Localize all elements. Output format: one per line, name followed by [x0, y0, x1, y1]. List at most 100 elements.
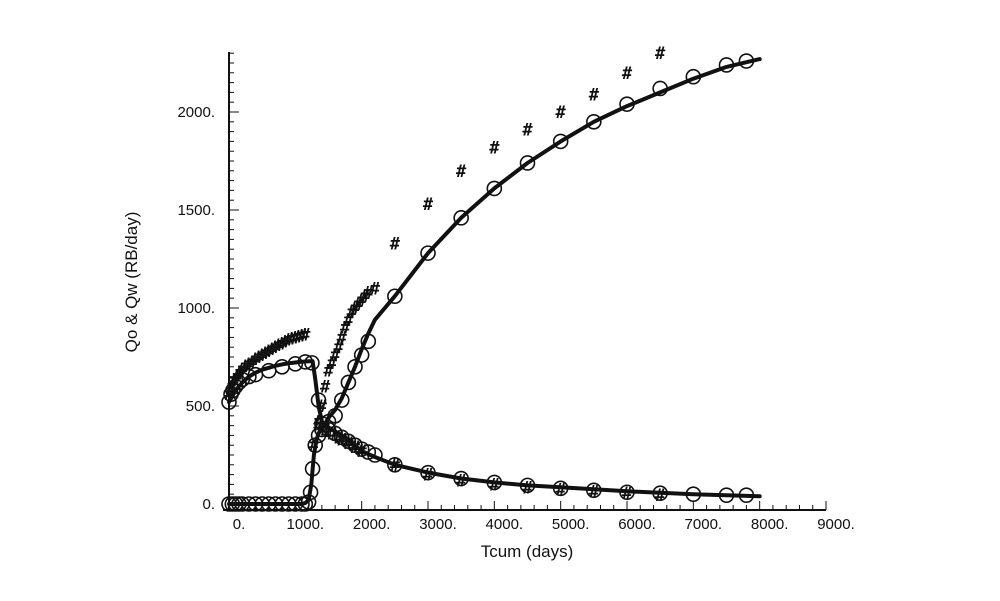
series-1-circle-point — [519, 477, 536, 494]
y-tick-label: 0. — [202, 496, 215, 513]
series-2-hash-point: # — [274, 336, 285, 356]
series-5-hash-point: # — [323, 362, 334, 382]
series-2-hash-point: # — [224, 385, 235, 405]
series-1-circle-point — [619, 484, 635, 501]
series-4-circle-point — [453, 210, 469, 226]
series-3-line — [227, 57, 762, 506]
series-2-hash-point: # — [320, 421, 331, 441]
series-4-circle-point — [387, 288, 403, 305]
ticks: 0. 500. 1000. 1500. 2000. 0. 1000. 2000. 3000. 40… — [177, 52, 855, 533]
series-4-circle-point — [420, 245, 436, 261]
series-4-circle-point — [307, 437, 324, 454]
series-5-hash-point: # — [456, 162, 467, 182]
x-tick-label: 7000. — [685, 516, 723, 533]
series-1-circle-point — [652, 485, 668, 502]
series-5-hash-point: # — [347, 303, 358, 323]
series-2-hash-point: # — [489, 475, 500, 495]
series-5-hash-point: # — [317, 397, 328, 417]
series-2-hash-point: # — [240, 357, 251, 377]
series-1-circle-point — [241, 368, 257, 385]
x-tick-label: 3000. — [419, 516, 457, 533]
series-4-circle-point — [302, 484, 319, 501]
series-5-hash-point: # — [320, 377, 331, 397]
series-5-hash-point: # — [327, 354, 338, 374]
series-5-hash-point: # — [390, 234, 401, 254]
series-2-hash-point: # — [254, 348, 265, 368]
series-4-circle-point — [327, 407, 343, 424]
series-4-circle-point — [333, 392, 350, 408]
series-2-hash-point: # — [556, 480, 567, 500]
x-tick-label: 1000. — [287, 516, 325, 533]
series-5-hash-point: # — [309, 436, 320, 456]
series-1-circle-point — [486, 474, 503, 491]
series-2-hash-point: # — [234, 364, 245, 384]
series-5-hash-point: # — [556, 103, 567, 123]
series-4-circle-point — [304, 460, 321, 477]
y-tick-label: 1000. — [177, 300, 215, 317]
series-2-hash-point: # — [390, 456, 401, 476]
series-2-hash-point: # — [655, 486, 666, 506]
series-5-hash-point: # — [370, 279, 381, 299]
series: ################################## # # # # # #… — [221, 44, 762, 512]
series-4-circle-point — [340, 374, 357, 391]
y-tick-label: 500. — [186, 398, 215, 415]
series-2-hash-point: # — [456, 471, 467, 491]
series-2-hash-point: # — [300, 325, 311, 345]
series-2-hash-point: # — [232, 368, 243, 388]
series-1-circle-point — [304, 355, 320, 371]
series-5-hash-point: # — [350, 299, 361, 319]
series-5-hash-point: # — [353, 295, 364, 315]
series-5-hash-point: # — [313, 417, 324, 437]
series-4-circle-point — [347, 358, 363, 375]
series-5-hash-point: # — [622, 64, 633, 84]
x-tick-label: 6000. — [618, 516, 656, 533]
y-tick-label: 2000. — [177, 104, 215, 121]
series-4-circle-point — [685, 68, 702, 85]
x-tick-label: 2000. — [353, 516, 391, 533]
y-axis-title: Qo & Qw (RB/day) — [122, 212, 141, 353]
series-2-hash-point: # — [337, 430, 348, 450]
series-1-circle-point — [287, 356, 304, 372]
series-2-hash-point: # — [247, 353, 258, 373]
series-5-hash-point: # — [337, 328, 348, 348]
series-5-hash-point: # — [522, 121, 533, 141]
series-5-hash-point: # — [489, 138, 500, 158]
series-1-circle-point — [297, 354, 314, 370]
series-2-hash-point: # — [589, 482, 600, 502]
series-1-circle-point — [738, 487, 755, 503]
series-5-hash-point: # — [589, 85, 600, 105]
series-5-hash-point: # — [330, 346, 341, 366]
series-2-hash-point: # — [229, 372, 240, 392]
series-2-hash-point: # — [423, 466, 434, 486]
y-tick-label: 1500. — [177, 202, 215, 219]
series-5-hash-point: # — [423, 195, 434, 215]
series-2-hash-point: # — [350, 438, 361, 458]
series-5-hash-point: # — [340, 319, 351, 339]
series-2-hash-point: # — [250, 350, 261, 370]
series-2-hash-point: # — [227, 377, 238, 397]
series-4-circle-point — [360, 333, 377, 350]
series-1-circle-point — [552, 480, 569, 497]
series-2-hash-point: # — [260, 344, 271, 364]
series-4-circle-point — [652, 80, 668, 97]
series-2-hash-point: # — [264, 342, 275, 362]
series-5-hash-point: # — [333, 338, 344, 358]
series-2-hash-point: # — [294, 327, 305, 347]
x-axis-title: Tcum (days) — [481, 542, 574, 561]
series-2-hash-point: # — [267, 340, 278, 360]
series-4-circle-point — [718, 57, 735, 73]
series-5-hash-point: # — [357, 291, 368, 311]
series-1-circle-point — [367, 447, 383, 463]
x-tick-label: 5000. — [552, 516, 590, 533]
series-5-hash-point: # — [655, 44, 666, 64]
x-tick-label: 0. — [233, 516, 246, 533]
series-2-hash-point: # — [622, 484, 633, 504]
series-2-hash-point: # — [343, 434, 354, 454]
series-2-hash-point: # — [327, 424, 338, 444]
series-4-circle-point — [738, 53, 755, 69]
series-0-line — [227, 359, 762, 499]
series-1-circle-point — [685, 486, 702, 503]
series-2-hash-point: # — [270, 338, 281, 358]
series-5-hash-point: # — [360, 287, 371, 307]
series-4-circle-point — [300, 494, 317, 510]
